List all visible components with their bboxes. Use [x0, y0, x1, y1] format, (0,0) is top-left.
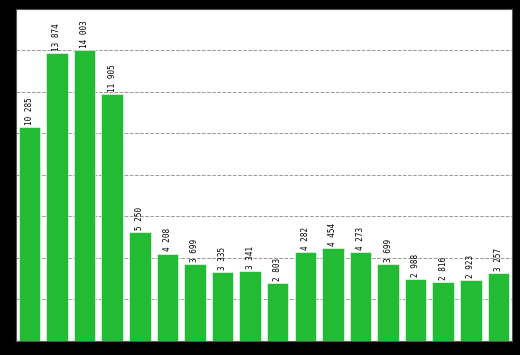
Text: 4 208: 4 208	[163, 228, 172, 251]
Bar	[129, 232, 150, 341]
Bar	[322, 248, 344, 341]
Bar	[157, 253, 178, 341]
Bar	[212, 272, 233, 341]
Text: 3 699: 3 699	[384, 239, 393, 262]
Bar	[46, 53, 68, 341]
Bar	[488, 273, 509, 341]
Text: 14 003: 14 003	[80, 21, 89, 48]
Text: 3 257: 3 257	[494, 248, 503, 271]
Bar	[378, 264, 399, 341]
Text: 2 923: 2 923	[466, 255, 475, 278]
Text: 11 905: 11 905	[108, 64, 116, 92]
Bar	[74, 50, 95, 341]
Text: 3 335: 3 335	[218, 246, 227, 269]
Bar	[184, 264, 206, 341]
Text: 4 273: 4 273	[356, 227, 365, 250]
Text: 4 454: 4 454	[328, 223, 337, 246]
Bar	[460, 280, 482, 341]
Bar	[239, 272, 261, 341]
Bar	[350, 252, 371, 341]
Text: 10 285: 10 285	[25, 98, 34, 125]
Bar	[101, 94, 123, 341]
Text: 5 250: 5 250	[135, 207, 144, 230]
Text: 3 341: 3 341	[245, 246, 255, 269]
Bar	[19, 127, 40, 341]
Bar	[405, 279, 426, 341]
Bar	[294, 252, 316, 341]
Text: 2 803: 2 803	[273, 257, 282, 280]
Text: 4 282: 4 282	[301, 227, 310, 250]
Bar	[267, 283, 289, 341]
Text: 2 816: 2 816	[439, 257, 448, 280]
Text: 13 874: 13 874	[53, 23, 61, 51]
Bar	[433, 282, 454, 341]
Text: 3 699: 3 699	[190, 239, 200, 262]
Text: 2 988: 2 988	[411, 253, 420, 277]
